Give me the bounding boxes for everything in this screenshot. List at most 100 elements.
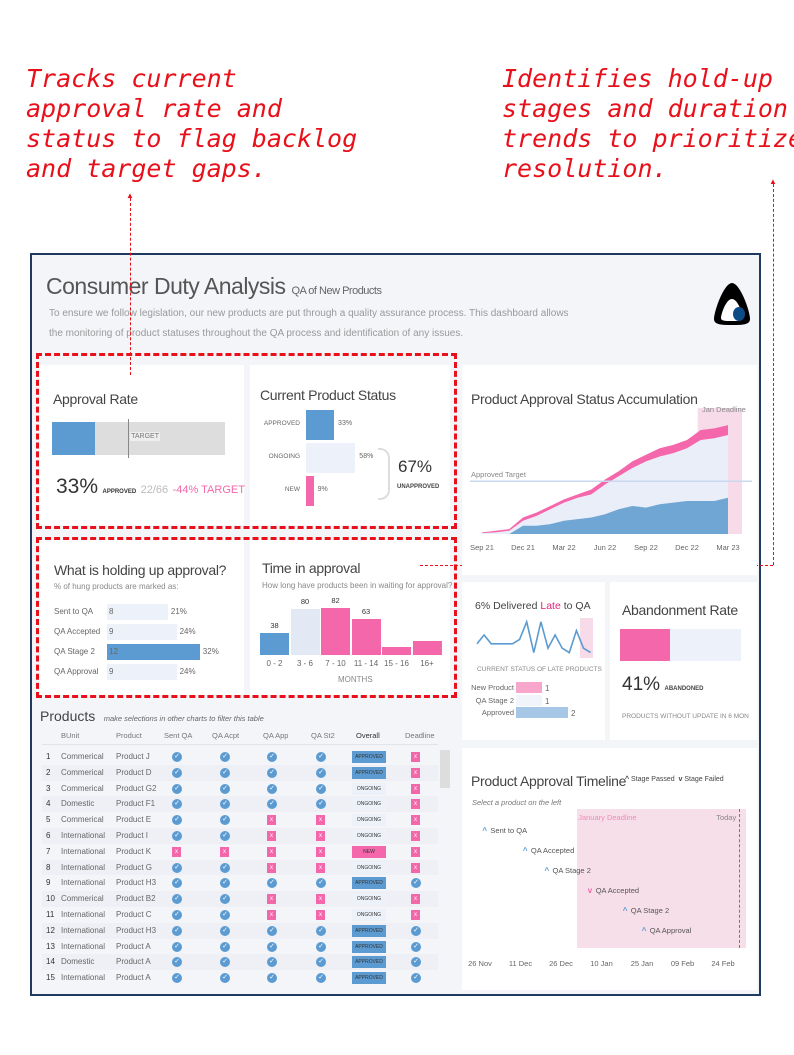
header-divider: [42, 744, 438, 745]
check-icon: ✓: [172, 752, 182, 762]
table-scrollbar[interactable]: [440, 750, 450, 788]
check-icon: ✓: [267, 925, 277, 936]
check-icon: ✓: [220, 910, 230, 920]
accumulation-chart[interactable]: Approved Target Jan Deadline Sep 21 Dec 21 M…: [462, 400, 757, 560]
check-icon: ✓: [220, 894, 230, 905]
check-icon: ✓: [172, 941, 182, 952]
holding-count: 9: [109, 627, 114, 636]
new-area[interactable]: [482, 425, 728, 534]
table-row[interactable]: 15 International Product A ✓ ✓ ✓ ✓ APPROVED ✓: [42, 970, 438, 986]
stage-passed-icon[interactable]: ^: [482, 826, 488, 835]
check-icon: ✓: [220, 957, 230, 968]
stage-passed-icon[interactable]: ^: [544, 866, 550, 875]
accumulation-title: Product Approval Status Accumulation: [471, 391, 698, 407]
product-cell: Product F1: [116, 799, 156, 809]
holding-bar[interactable]: [107, 624, 177, 640]
check-icon: ✓: [316, 799, 326, 810]
check-icon: ✓: [316, 767, 326, 778]
x-tick-label: Jun 22: [594, 543, 617, 552]
timeline-event-label: QA Accepted: [530, 846, 575, 855]
product-cell: Product I: [116, 831, 149, 840]
time-bar[interactable]: [412, 641, 442, 655]
status-bar[interactable]: [306, 476, 314, 506]
column-header[interactable]: QA App: [263, 731, 289, 740]
late-status-bar[interactable]: [516, 682, 542, 693]
stage-passed-icon[interactable]: ^: [622, 906, 628, 915]
x-tick-label: Dec 21: [511, 543, 535, 552]
column-header[interactable]: BUnit: [61, 731, 80, 740]
status-bar[interactable]: [306, 443, 356, 473]
column-header[interactable]: QA Acpt: [212, 731, 240, 740]
check-icon: ✓: [267, 767, 277, 778]
cross-icon: x: [316, 910, 325, 920]
late-status-value: 1: [545, 696, 550, 706]
table-row[interactable]: 3 Commerical Product G2 ✓ ✓ ✓ ✓ ONGOING x: [42, 781, 438, 797]
annotation-connector-left: [130, 198, 131, 375]
cross-icon: x: [267, 846, 276, 857]
check-icon: ✓: [316, 783, 326, 794]
cross-icon: x: [316, 831, 325, 841]
status-bar[interactable]: [306, 410, 335, 440]
late-line-chart[interactable]: [462, 615, 605, 665]
timeline-tick-label: 26 Dec: [549, 959, 573, 968]
abandonment-bar[interactable]: [620, 629, 741, 661]
holding-bar[interactable]: [107, 644, 200, 660]
table-row[interactable]: 8 International Product G ✓ ✓ x x ONGOING x: [42, 859, 438, 876]
time-bar[interactable]: [290, 609, 320, 655]
late-line[interactable]: [476, 619, 592, 654]
check-icon: ✓: [172, 894, 182, 905]
bunit-cell: International: [61, 862, 106, 872]
cross-icon: x: [411, 767, 420, 778]
deadline-band: [577, 809, 746, 948]
late-status-bar[interactable]: [516, 694, 542, 706]
time-bar[interactable]: [260, 633, 289, 655]
column-header[interactable]: Overall: [356, 731, 380, 740]
time-bar[interactable]: [321, 608, 350, 655]
target-label: Approved Target: [471, 470, 527, 479]
time-card[interactable]: [250, 540, 450, 695]
abandonment-card[interactable]: [610, 582, 757, 740]
table-row[interactable]: 11 International Product C ✓ ✓ x x ONGOING x: [42, 907, 438, 923]
product-cell: Product K: [116, 846, 152, 856]
holding-bar[interactable]: [107, 664, 177, 680]
table-row[interactable]: 7 International Product K x x x x NEW x: [42, 844, 438, 860]
column-header[interactable]: Sent QA: [164, 731, 193, 740]
table-row[interactable]: 13 International Product A ✓ ✓ ✓ ✓ APPROVED ✓: [42, 939, 438, 955]
check-icon: ✓: [411, 925, 421, 936]
table-row[interactable]: 14 Domestic Product A ✓ ✓ ✓ ✓ APPROVED ✓: [42, 954, 438, 971]
holding-count: 8: [109, 607, 114, 616]
check-icon: ✓: [220, 925, 230, 936]
status-label: APPROVED: [263, 420, 300, 427]
table-row[interactable]: 9 International Product H3 ✓ ✓ ✓ ✓ APPROVED ✓: [42, 875, 438, 891]
holding-bar[interactable]: [107, 604, 168, 620]
holding-pct: 21%: [170, 607, 187, 616]
bunit-cell: Commerical: [61, 894, 104, 904]
table-row[interactable]: 12 International Product H3 ✓ ✓ ✓ ✓ APPROVED ✓: [42, 922, 438, 939]
table-row[interactable]: 4 Domestic Product F1 ✓ ✓ ✓ ✓ ONGOING x: [42, 796, 438, 813]
stage-failed-icon[interactable]: v: [587, 886, 593, 895]
abandonment-summary: 41% ABANDONED: [622, 674, 704, 695]
column-header[interactable]: Product: [116, 731, 142, 740]
time-bar-label: 80: [300, 597, 310, 607]
timeline-event-label: QA Accepted: [595, 886, 640, 895]
column-header[interactable]: Deadline: [405, 731, 435, 740]
stage-passed-icon[interactable]: ^: [641, 926, 647, 935]
check-icon: ✓: [267, 799, 277, 810]
cross-icon: x: [411, 862, 420, 873]
check-icon: ✓: [220, 878, 230, 889]
check-icon: ✓: [267, 783, 277, 794]
time-bar[interactable]: [351, 619, 381, 655]
table-row[interactable]: 1 Commerical Product J ✓ ✓ ✓ ✓ APPROVED x: [42, 749, 438, 765]
column-header[interactable]: QA St2: [311, 731, 335, 740]
table-row[interactable]: 6 International Product I ✓ ✓ x x ONGOING x: [42, 828, 438, 844]
row-number: 15: [46, 973, 55, 983]
time-bar[interactable]: [382, 647, 411, 655]
abandonment-footer: PRODUCTS WITHOUT UPDATE IN 6 MON: [622, 713, 749, 720]
table-row[interactable]: 5 Commerical Product E ✓ ✓ x x ONGOING x: [42, 812, 438, 828]
stage-passed-icon[interactable]: ^: [522, 846, 528, 855]
table-row[interactable]: 2 Commerical Product D ✓ ✓ ✓ ✓ APPROVED x: [42, 764, 438, 781]
table-row[interactable]: 10 Commerical Product B2 ✓ ✓ x x ONGOING x: [42, 891, 438, 907]
holding-label: Sent to QA: [54, 607, 94, 616]
late-status-bar[interactable]: [516, 707, 568, 718]
approval-rate-bar[interactable]: TARGET: [52, 419, 225, 458]
